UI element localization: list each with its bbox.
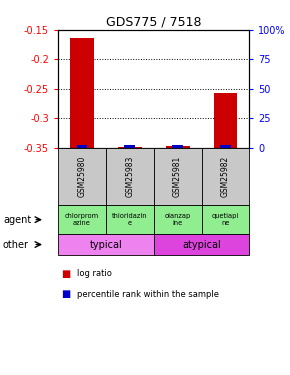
Text: GSM25983: GSM25983 xyxy=(125,156,134,197)
Text: agent: agent xyxy=(3,214,31,225)
Bar xyxy=(77,145,87,148)
Bar xyxy=(172,145,183,148)
Text: ■: ■ xyxy=(61,269,70,279)
Bar xyxy=(154,234,249,255)
Bar xyxy=(154,148,202,205)
Bar xyxy=(58,148,106,205)
Text: atypical: atypical xyxy=(182,240,221,249)
Bar xyxy=(118,147,142,148)
Bar xyxy=(202,148,249,205)
Text: GSM25981: GSM25981 xyxy=(173,156,182,197)
Bar xyxy=(106,148,154,205)
Text: other: other xyxy=(3,240,29,249)
Bar xyxy=(70,38,94,148)
Bar xyxy=(58,234,154,255)
Title: GDS775 / 7518: GDS775 / 7518 xyxy=(106,16,202,29)
Text: log ratio: log ratio xyxy=(77,269,112,278)
Bar xyxy=(202,205,249,234)
Bar xyxy=(213,93,238,148)
Bar xyxy=(124,145,135,148)
Bar xyxy=(106,205,154,234)
Text: olanzap
ine: olanzap ine xyxy=(164,213,191,226)
Text: thioridazin
e: thioridazin e xyxy=(112,213,148,226)
Bar xyxy=(166,146,190,148)
Text: typical: typical xyxy=(90,240,122,249)
Text: GSM25980: GSM25980 xyxy=(77,156,86,197)
Text: ■: ■ xyxy=(61,290,70,299)
Bar xyxy=(220,145,231,148)
Text: quetiapi
ne: quetiapi ne xyxy=(212,213,239,226)
Text: GSM25982: GSM25982 xyxy=(221,156,230,197)
Text: chlorprom
azine: chlorprom azine xyxy=(65,213,99,226)
Text: percentile rank within the sample: percentile rank within the sample xyxy=(77,290,219,299)
Bar xyxy=(58,205,106,234)
Bar xyxy=(154,205,202,234)
